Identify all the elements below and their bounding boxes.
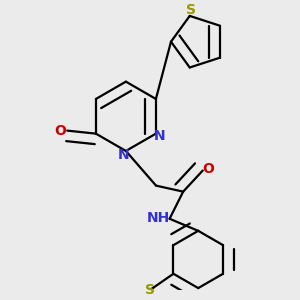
Text: NH: NH [146, 211, 170, 225]
Text: S: S [145, 284, 155, 297]
Text: N: N [154, 129, 165, 143]
Text: O: O [54, 124, 66, 138]
Text: O: O [202, 162, 214, 176]
Text: S: S [186, 3, 196, 17]
Text: N: N [118, 148, 129, 162]
